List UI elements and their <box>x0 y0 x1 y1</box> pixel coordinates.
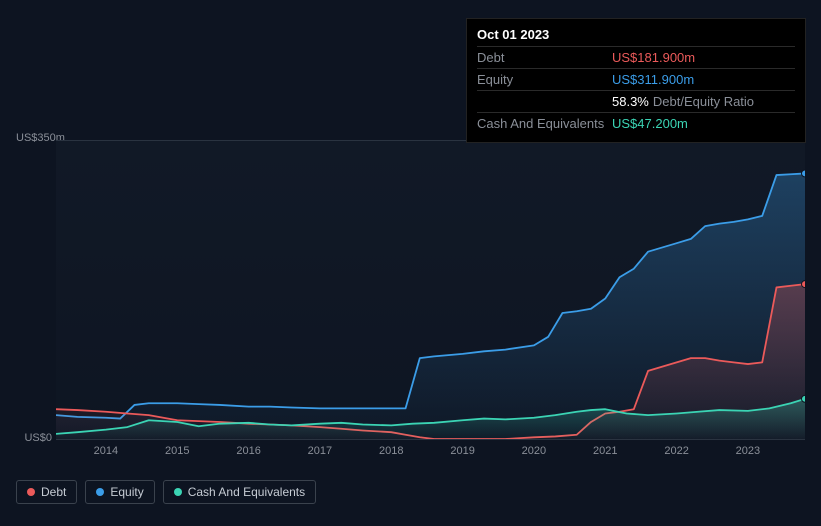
series-end-marker-equity <box>802 170 806 177</box>
chart-legend: Debt Equity Cash And Equivalents <box>16 480 316 504</box>
chart-plot-area[interactable] <box>56 140 805 440</box>
tooltip-row-value: US$47.200m <box>612 116 688 131</box>
legend-dot-icon <box>174 488 182 496</box>
x-axis-label: 2022 <box>664 445 688 457</box>
legend-item-equity[interactable]: Equity <box>85 480 154 504</box>
legend-dot-icon <box>96 488 104 496</box>
y-axis-label: US$350m <box>16 132 52 144</box>
tooltip-date: Oct 01 2023 <box>477 27 795 46</box>
x-axis-label: 2016 <box>236 445 260 457</box>
chart-container: US$350m US$0 2014 2015 2016 2017 2018 2019 2020… <box>16 120 805 480</box>
tooltip-row: Cash And EquivalentsUS$47.200m <box>477 112 795 134</box>
legend-item-debt[interactable]: Debt <box>16 480 77 504</box>
tooltip-row-label: Cash And Equivalents <box>477 116 612 131</box>
tooltip-row-label: Debt <box>477 50 612 65</box>
tooltip-row: EquityUS$311.900m <box>477 68 795 90</box>
x-axis-label: 2015 <box>165 445 189 457</box>
tooltip-row-label <box>477 94 612 109</box>
tooltip-row-value: US$181.900m <box>612 50 695 65</box>
x-axis-label: 2023 <box>736 445 760 457</box>
x-axis-label: 2020 <box>522 445 546 457</box>
series-end-marker-cash <box>802 395 806 402</box>
series-end-marker-debt <box>802 281 806 288</box>
y-axis-label: US$0 <box>16 432 52 444</box>
legend-item-label: Cash And Equivalents <box>188 485 305 499</box>
x-axis-label: 2019 <box>450 445 474 457</box>
tooltip-row-value: 58.3%Debt/Equity Ratio <box>612 94 754 109</box>
tooltip-row: 58.3%Debt/Equity Ratio <box>477 90 795 112</box>
legend-dot-icon <box>27 488 35 496</box>
legend-item-cash[interactable]: Cash And Equivalents <box>163 480 316 504</box>
x-axis-label: 2018 <box>379 445 403 457</box>
legend-item-label: Equity <box>110 485 143 499</box>
tooltip-row: DebtUS$181.900m <box>477 46 795 68</box>
tooltip-row-value: US$311.900m <box>612 72 694 87</box>
chart-tooltip: Oct 01 2023 DebtUS$181.900mEquityUS$311.… <box>466 18 806 143</box>
tooltip-row-suffix: Debt/Equity Ratio <box>653 94 754 109</box>
legend-item-label: Debt <box>41 485 66 499</box>
tooltip-row-label: Equity <box>477 72 612 87</box>
x-axis-label: 2014 <box>94 445 118 457</box>
x-axis-label: 2017 <box>308 445 332 457</box>
x-axis-label: 2021 <box>593 445 617 457</box>
